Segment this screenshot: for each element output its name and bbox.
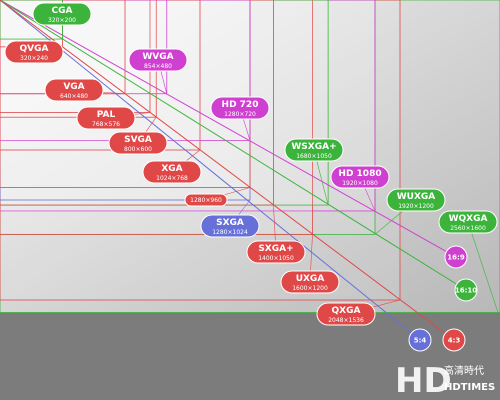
bubble-resolution: 2560×1600 — [450, 225, 486, 232]
aspect-label: 5:4 — [414, 337, 427, 345]
bubble-resolution: 2048×1536 — [328, 317, 364, 324]
bubble — [438, 210, 498, 234]
bubble-resolution: 320×240 — [20, 55, 48, 62]
aspect-label: 16:10 — [455, 287, 477, 295]
bubble-name: QVGA — [20, 44, 49, 54]
aspect-circle — [408, 328, 432, 352]
bubble-name: WVGA — [142, 52, 173, 62]
aspect-line — [0, 0, 421, 341]
bubble-resolution: 800×600 — [124, 146, 152, 153]
bubble-resolution: 768×576 — [92, 121, 120, 128]
aspect-line — [0, 0, 455, 341]
bubble-name: SXGA+ — [258, 244, 293, 254]
bubble-resolution: 1280×960 — [190, 197, 222, 204]
bubble — [200, 214, 260, 238]
bubble-resolution: 1400×1050 — [258, 255, 294, 262]
bubble-name: PAL — [97, 110, 116, 120]
bubble-resolution: 1680×1050 — [296, 153, 332, 160]
bubble-resolution: 854×480 — [144, 63, 172, 70]
logo-chinese: 高清時代 — [444, 364, 484, 377]
aspect-label: 16:9 — [447, 254, 465, 262]
bubble-resolution: 1280×720 — [224, 111, 256, 118]
bubble — [32, 2, 92, 26]
bubble — [108, 131, 168, 155]
leader — [467, 221, 499, 313]
bubble-resolution: 320×200 — [48, 17, 76, 24]
bubble-name: HD 1080 — [338, 169, 381, 179]
bubble-name: SXGA — [216, 218, 244, 228]
bubble-resolution: 1600×1200 — [292, 285, 328, 292]
logo-mark: HD — [395, 361, 452, 400]
bubble — [128, 48, 188, 72]
bubble — [184, 193, 228, 207]
aspect-line — [0, 0, 467, 291]
bubble — [280, 270, 340, 294]
bubble-resolution: 640×480 — [60, 93, 88, 100]
bubble-name: HD 720 — [222, 100, 259, 110]
aspect-label: 4:3 — [448, 337, 461, 345]
bubble-resolution: 1024×768 — [156, 175, 188, 182]
bubble — [330, 165, 390, 189]
bubble — [386, 188, 446, 212]
bubble-name: WUXGA — [397, 192, 436, 202]
aspect-circle — [454, 278, 478, 302]
bubble — [44, 78, 104, 102]
bubble — [4, 40, 64, 64]
logo-english: HDTIMES — [444, 382, 495, 393]
bubble — [210, 96, 270, 120]
bubble-name: SVGA — [124, 135, 152, 145]
bubble-name: UXGA — [296, 274, 325, 284]
bubble — [246, 240, 306, 264]
bubble-name: WQXGA — [449, 214, 488, 224]
bubble — [76, 106, 136, 130]
bubble-name: WSXGA+ — [291, 142, 336, 152]
bubble-resolution: 1920×1080 — [342, 180, 378, 187]
aspect-lines — [0, 0, 499, 341]
aspect-line — [0, 0, 457, 258]
bubble-name: VGA — [63, 82, 84, 92]
bubble-name: QXGA — [332, 306, 361, 316]
bubble-name: CGA — [52, 6, 73, 16]
bubble — [284, 138, 344, 162]
bubble — [142, 160, 202, 184]
aspect-circle — [444, 245, 468, 269]
bubble — [316, 302, 376, 326]
aspect-circle — [442, 328, 466, 352]
bubble-resolution: 1920×1200 — [398, 203, 434, 210]
logo: HD 高清時代 HDTIMES — [395, 361, 495, 400]
bubble-name: XGA — [161, 164, 182, 174]
bubble-resolution: 1280×1024 — [212, 229, 248, 236]
